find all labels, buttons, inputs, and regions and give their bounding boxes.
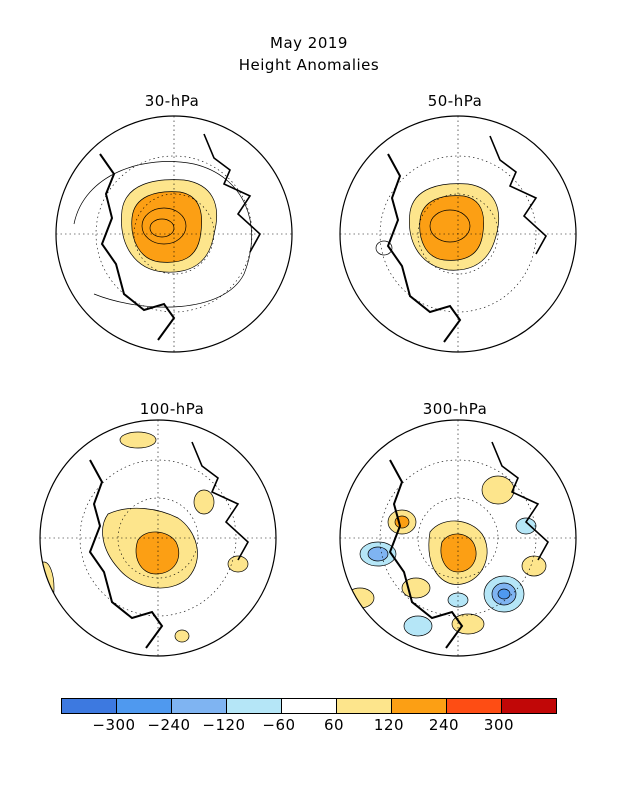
colorbar-swatch	[172, 699, 227, 713]
colorbar-tick: −60	[262, 716, 296, 734]
chart-subtitle: Height Anomalies	[238, 56, 380, 74]
colorbar-swatch	[227, 699, 282, 713]
panel-label-50hpa: 50-hPa	[427, 92, 483, 110]
colorbar-tick: −120	[202, 716, 246, 734]
colorbar-swatch	[62, 699, 117, 713]
colorbar-swatch	[502, 699, 556, 713]
map-panel-30hpa	[55, 115, 293, 353]
colorbar-tick: −300	[92, 716, 136, 734]
colorbar-tick: −240	[147, 716, 191, 734]
colorbar-tick: 60	[323, 716, 345, 734]
colorbar-tick: 300	[483, 716, 515, 734]
colorbar	[61, 698, 557, 714]
anomaly-shading-120	[131, 191, 202, 263]
colorbar-tick: 240	[428, 716, 460, 734]
anomaly-shading-120	[440, 533, 477, 573]
map-panel-100hpa	[39, 419, 277, 657]
anomaly-shading-120	[419, 195, 485, 261]
chart-title: May 2019	[270, 34, 348, 52]
colorbar-swatch	[392, 699, 447, 713]
colorbar-swatch	[282, 699, 337, 713]
colorbar-tick: 120	[373, 716, 405, 734]
panel-label-100hpa: 100-hPa	[139, 400, 205, 418]
map-panel-300hpa	[339, 419, 577, 657]
panel-label-300hpa: 300-hPa	[422, 400, 488, 418]
panel-label-30hpa: 30-hPa	[144, 92, 200, 110]
colorbar-swatch	[337, 699, 392, 713]
colorbar-swatch	[447, 699, 502, 713]
colorbar-swatch	[117, 699, 172, 713]
anomaly-shading-120	[135, 531, 180, 575]
map-panel-50hpa	[339, 115, 577, 353]
